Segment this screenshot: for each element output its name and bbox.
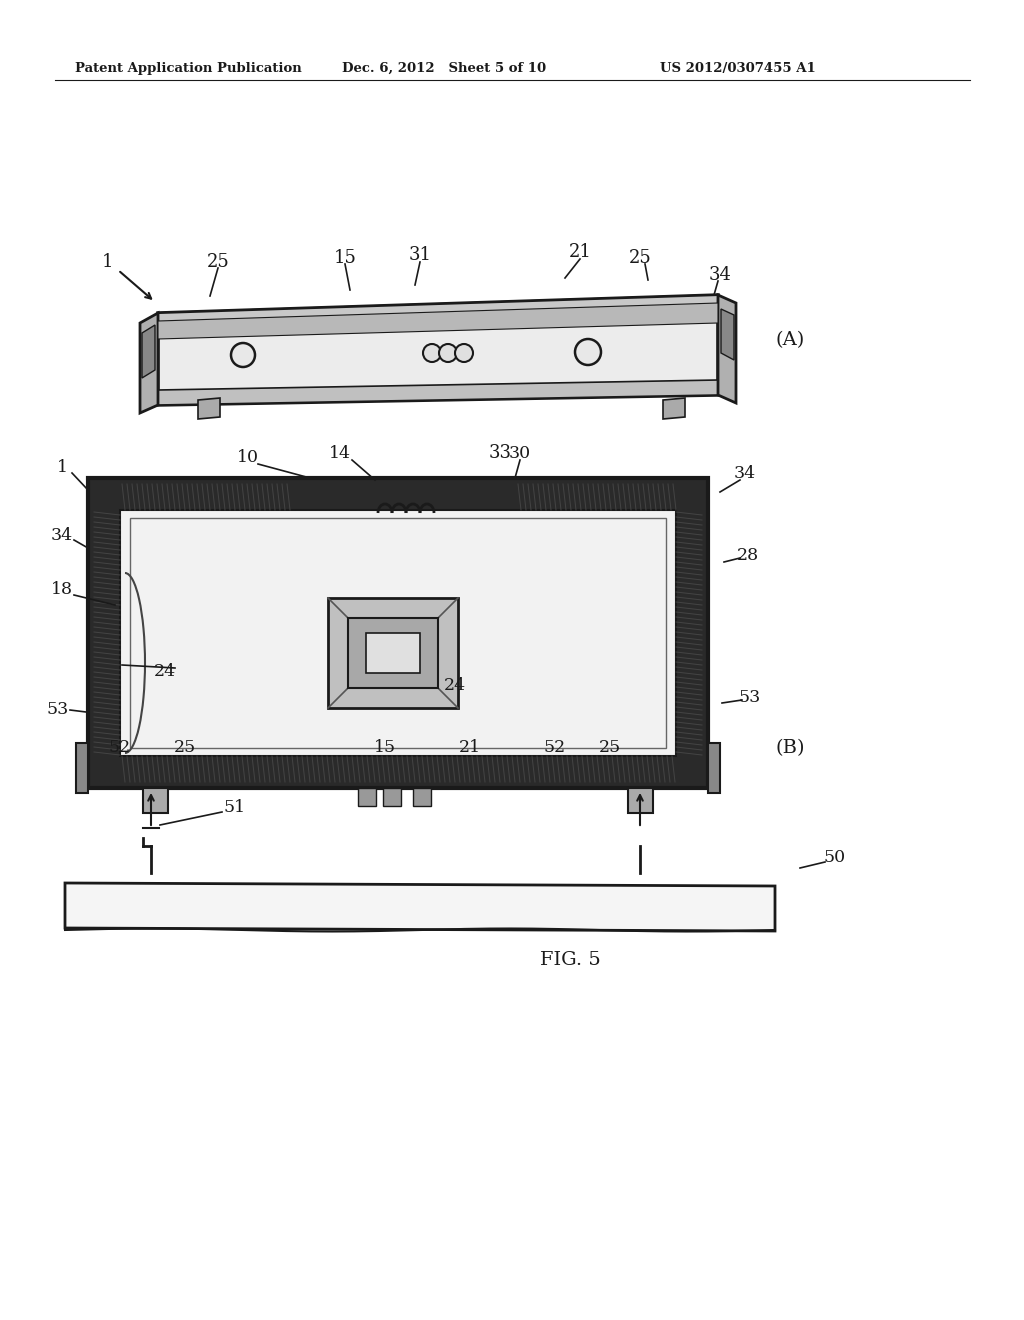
Text: 52: 52 <box>109 739 131 756</box>
Text: 21: 21 <box>568 243 592 261</box>
Circle shape <box>439 345 457 362</box>
Text: FIG. 5: FIG. 5 <box>540 950 600 969</box>
Text: (B): (B) <box>775 739 805 756</box>
Polygon shape <box>140 313 158 413</box>
Polygon shape <box>143 788 168 813</box>
Polygon shape <box>663 399 685 418</box>
Circle shape <box>231 343 255 367</box>
Text: 34: 34 <box>51 527 73 544</box>
Polygon shape <box>88 478 708 788</box>
Polygon shape <box>383 788 401 807</box>
Text: 14: 14 <box>329 446 351 462</box>
Text: 34: 34 <box>709 267 731 284</box>
Text: 10: 10 <box>237 450 259 466</box>
Text: 30: 30 <box>509 446 531 462</box>
Polygon shape <box>158 294 718 333</box>
Text: 52: 52 <box>544 739 566 756</box>
Circle shape <box>423 345 441 362</box>
Polygon shape <box>65 883 775 931</box>
Text: 50: 50 <box>824 850 846 866</box>
Text: 1: 1 <box>56 459 68 477</box>
Polygon shape <box>328 598 458 708</box>
Polygon shape <box>413 788 431 807</box>
Text: 21: 21 <box>459 739 481 756</box>
Text: (A): (A) <box>775 331 805 348</box>
Text: 51: 51 <box>224 800 246 817</box>
Text: 25: 25 <box>207 253 229 271</box>
Polygon shape <box>708 743 720 793</box>
Polygon shape <box>158 380 718 405</box>
Polygon shape <box>718 294 736 403</box>
Text: 34: 34 <box>734 466 756 483</box>
Text: Dec. 6, 2012   Sheet 5 of 10: Dec. 6, 2012 Sheet 5 of 10 <box>342 62 546 75</box>
Polygon shape <box>142 325 155 378</box>
Circle shape <box>575 339 601 366</box>
Polygon shape <box>358 788 376 807</box>
Text: 24: 24 <box>444 676 466 693</box>
Text: 53: 53 <box>47 701 70 718</box>
Text: Patent Application Publication: Patent Application Publication <box>75 62 302 75</box>
Text: 25: 25 <box>629 249 651 267</box>
Text: 28: 28 <box>737 546 759 564</box>
Polygon shape <box>366 634 420 673</box>
Circle shape <box>455 345 473 362</box>
Text: 25: 25 <box>174 739 197 756</box>
Text: US 2012/0307455 A1: US 2012/0307455 A1 <box>660 62 816 75</box>
Polygon shape <box>158 304 718 339</box>
Text: 24: 24 <box>154 664 176 681</box>
Polygon shape <box>120 510 676 756</box>
Text: 25: 25 <box>599 739 622 756</box>
Polygon shape <box>76 743 88 793</box>
Polygon shape <box>158 294 718 405</box>
Polygon shape <box>628 788 653 813</box>
Text: 33: 33 <box>488 444 512 462</box>
Text: 15: 15 <box>334 249 356 267</box>
Text: 31: 31 <box>409 246 431 264</box>
Text: 1: 1 <box>102 253 114 271</box>
Text: 18: 18 <box>51 582 73 598</box>
Polygon shape <box>348 618 438 688</box>
Polygon shape <box>198 399 220 418</box>
Text: 53: 53 <box>739 689 761 706</box>
Text: 15: 15 <box>374 739 396 756</box>
Polygon shape <box>721 309 734 360</box>
